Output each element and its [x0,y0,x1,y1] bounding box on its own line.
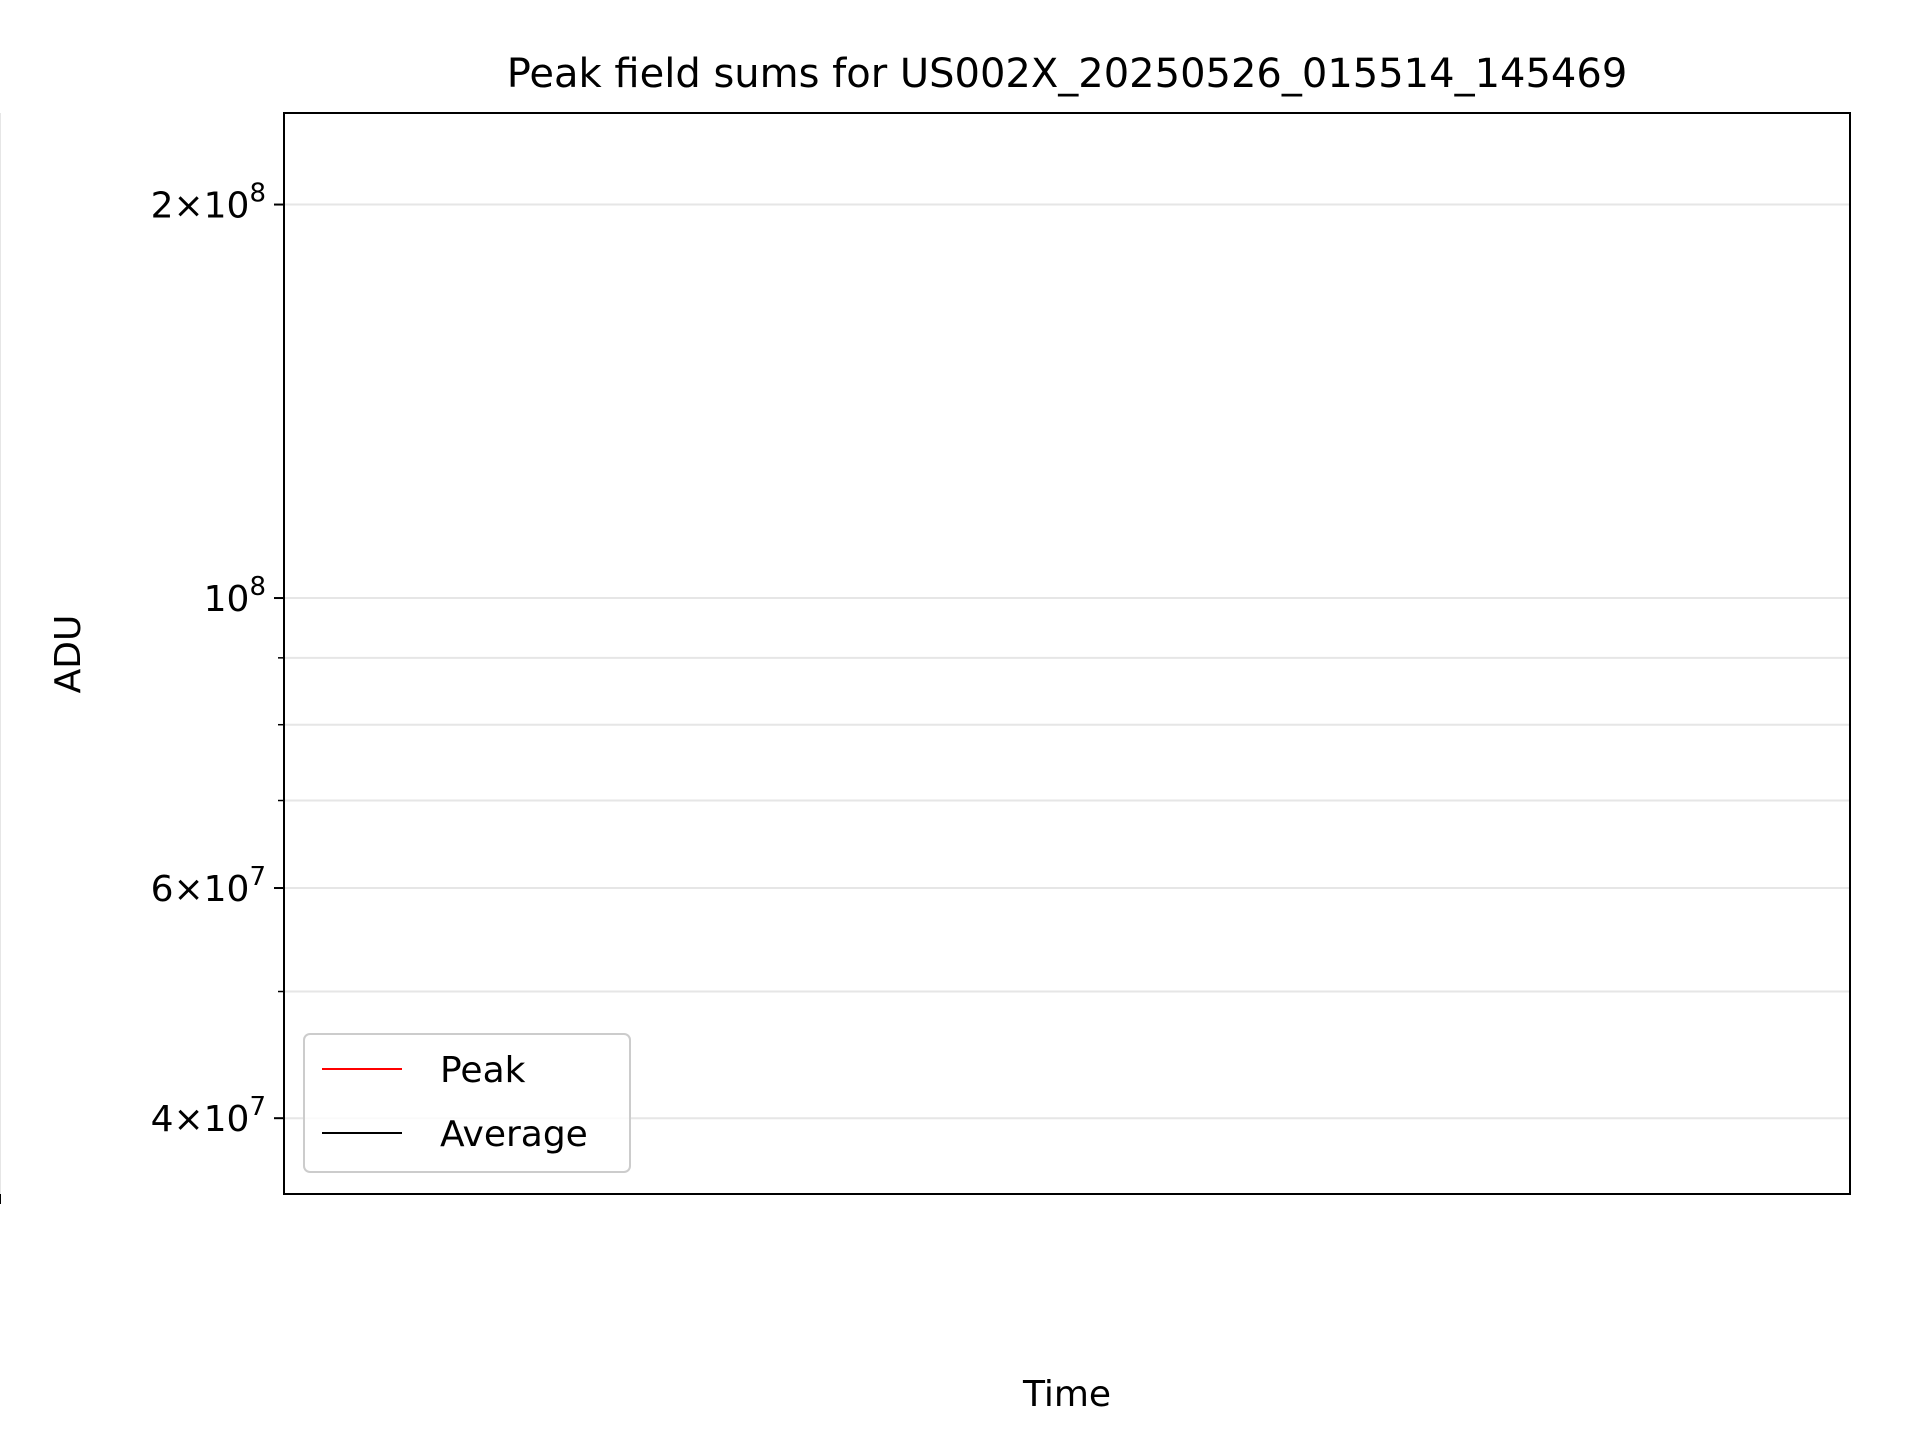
chart-title: Peak field sums for US002X_20250526_0155… [507,51,1628,97]
grid-lines [0,113,1850,1194]
y-tick-label: 2×108 [151,179,266,227]
axes-frame [283,112,1851,1195]
x-axis-label: Time [1022,1374,1111,1415]
y-tick-label: 6×107 [151,862,266,910]
legend-peak-label: Peak [440,1050,526,1091]
legend-average-label: Average [440,1114,588,1155]
axis-ticks: 26 02:0026 02:1526 02:3026 02:4526 03:00… [0,179,284,1204]
y-tick-label: 4×107 [151,1092,266,1140]
y-axis-label: ADU [48,615,89,694]
legend: Peak Average [303,1033,631,1173]
y-tick-label: 108 [204,572,266,620]
